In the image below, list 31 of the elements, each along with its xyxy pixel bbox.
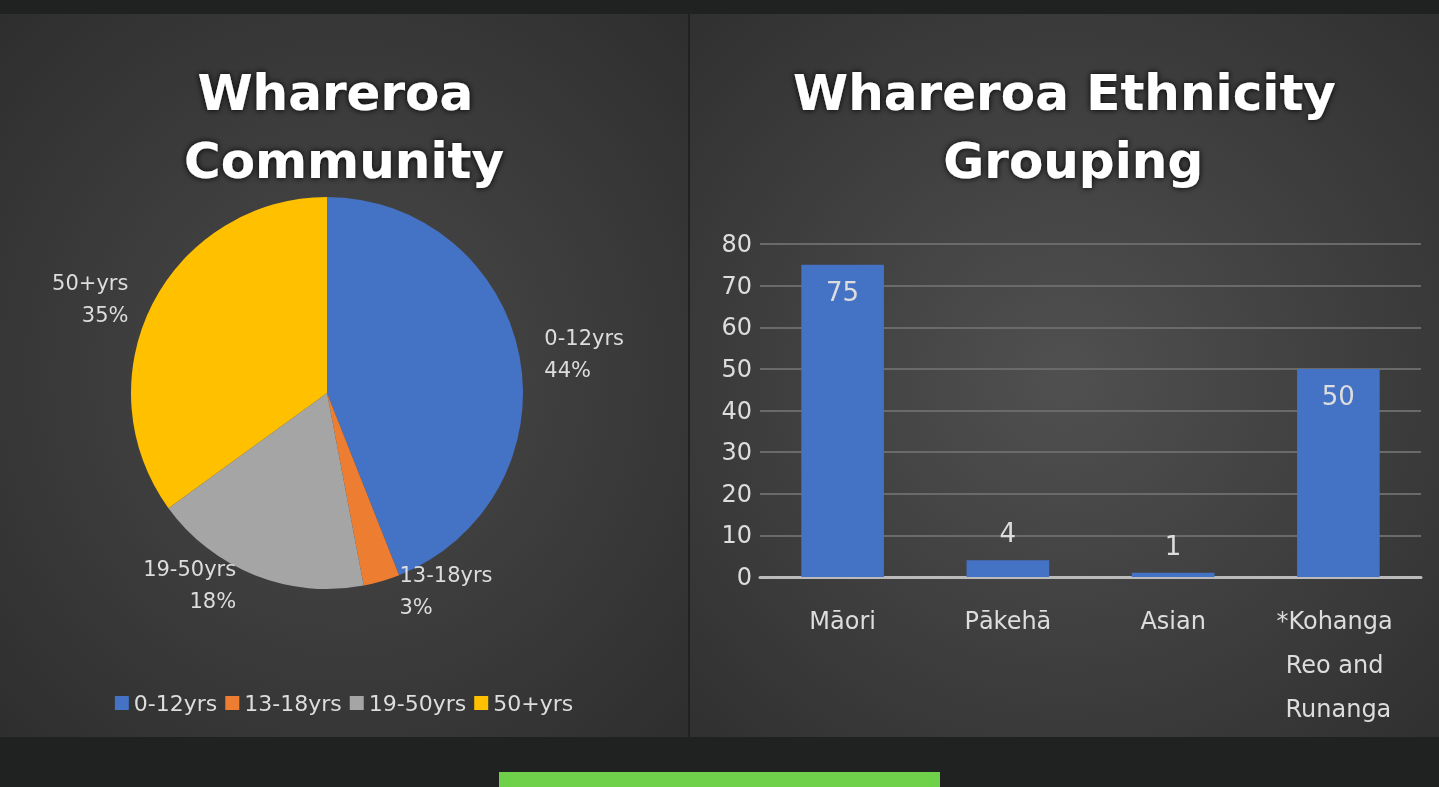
x-tick-label: Māori — [809, 607, 876, 635]
data-label: 3% — [399, 594, 433, 619]
y-tick-label: 0 — [736, 563, 752, 591]
y-tick-label: 50 — [721, 354, 752, 383]
data-label: 1 — [1164, 530, 1182, 561]
y-tick-label: 10 — [721, 521, 752, 550]
y-tick-label: 40 — [721, 396, 752, 425]
data-label: 18% — [189, 588, 237, 613]
data-label: 4 — [999, 518, 1017, 549]
y-tick-label: 20 — [721, 479, 752, 508]
legend-label: 19-50yrs — [368, 690, 467, 716]
legend-label: 13-18yrs — [244, 690, 342, 716]
data-label: 50 — [1321, 380, 1355, 411]
data-label: 44% — [544, 358, 592, 383]
x-tick-label: *Kohanga Reo and Runanga — [1276, 607, 1401, 723]
x-tick-label: Asian — [1140, 607, 1206, 635]
slice-label: 19-50yrs — [143, 556, 237, 581]
y-tick-label: 30 — [721, 438, 752, 467]
chart-title: Whareroa Ethnicity Grouping — [793, 64, 1336, 190]
data-label: 35% — [81, 303, 129, 328]
y-tick-label: 80 — [721, 230, 752, 258]
x-tick-label: Pākehā — [964, 607, 1052, 635]
slice-label: 13-18yrs — [399, 562, 493, 587]
data-label: 75 — [826, 276, 860, 307]
slice-label: 50+yrs — [52, 271, 129, 296]
y-tick-label: 70 — [721, 271, 752, 300]
legend-label: 0-12yrs — [133, 690, 218, 716]
y-tick-label: 60 — [721, 313, 752, 342]
chart-title: Whareroa Community — [183, 64, 505, 190]
slice-label: 0-12yrs — [544, 326, 625, 351]
legend-label: 50+yrs — [493, 690, 574, 716]
